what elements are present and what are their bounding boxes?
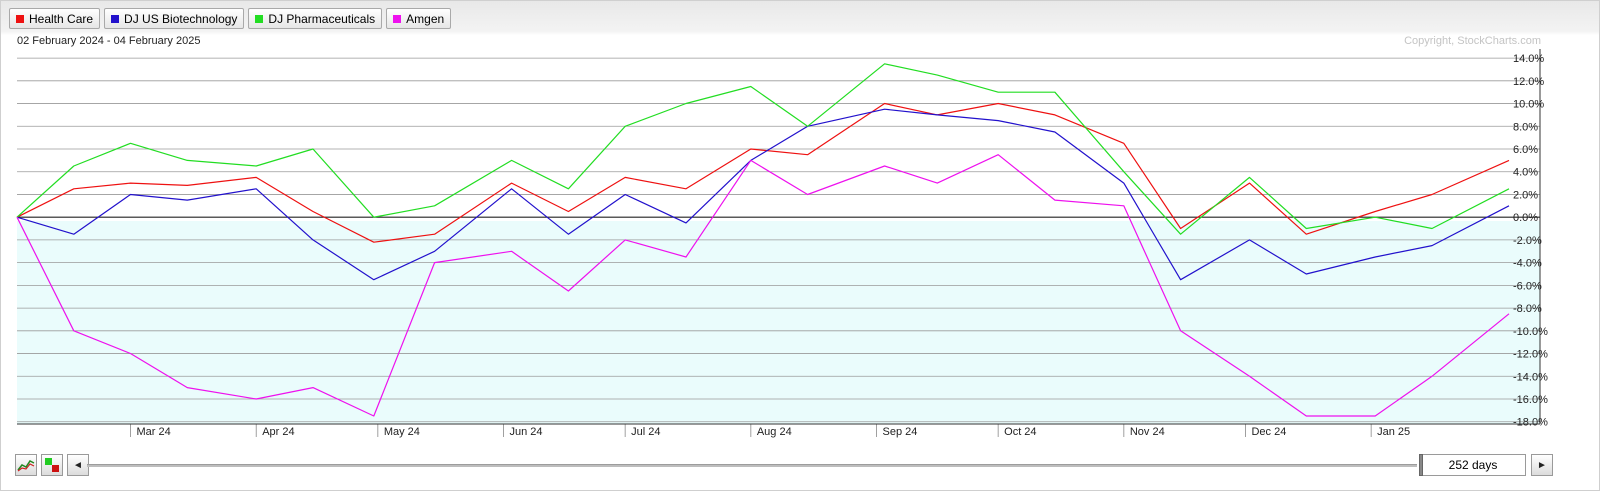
x-tick-label: Jun 24 — [510, 426, 543, 438]
series-lines — [16, 63, 1510, 417]
legend-dj-pharmaceuticals[interactable]: DJ Pharmaceuticals — [248, 8, 383, 29]
scroll-left-button[interactable]: ◄ — [67, 454, 89, 476]
y-tick-label: -12.0% — [1513, 349, 1548, 361]
legend-swatch — [16, 14, 24, 23]
x-tick-label: Oct 24 — [1004, 426, 1036, 438]
scroll-track[interactable] — [87, 464, 1417, 467]
series-line-health-care — [16, 102, 1510, 243]
line-chart-icon[interactable] — [15, 454, 37, 476]
legend-swatch — [393, 14, 402, 23]
range-input[interactable]: 252 days — [1420, 454, 1526, 476]
legend-label: Health Care — [29, 11, 94, 26]
y-tick-label: 0.0% — [1513, 212, 1538, 224]
plot-background-negative — [17, 221, 1540, 424]
legend-swatch — [255, 14, 264, 23]
series-line-amgen — [16, 154, 1510, 417]
y-tick-label: -18.0% — [1513, 417, 1548, 429]
x-tick-label: Jul 24 — [631, 426, 660, 438]
legend-amgen[interactable]: Amgen — [386, 8, 452, 29]
scroll-right-button[interactable]: ► — [1531, 454, 1553, 476]
y-tick-label: -10.0% — [1513, 326, 1548, 338]
x-tick-label: Jan 25 — [1377, 426, 1410, 438]
legend-health-care[interactable]: Health Care — [9, 8, 101, 29]
legend-dj-us-biotechnology[interactable]: DJ US Biotechnology — [104, 8, 245, 29]
color-toggle-icon[interactable] — [41, 454, 63, 476]
y-tick-label: 10.0% — [1513, 99, 1544, 111]
x-tick-label: Nov 24 — [1130, 426, 1165, 438]
x-tick-label: Dec 24 — [1251, 426, 1286, 438]
plot-background-positive — [17, 49, 1540, 221]
y-tick-label: 12.0% — [1513, 76, 1544, 88]
y-tick-label: -2.0% — [1513, 235, 1542, 247]
legend-label: Amgen — [406, 11, 445, 26]
y-tick-label: -16.0% — [1513, 394, 1548, 406]
y-tick-label: 8.0% — [1513, 121, 1538, 133]
y-tick-label: 4.0% — [1513, 167, 1538, 179]
axis-ticks: 14.0% 12.0% 10.0% 8.0% 6.0% 4.0% 2.0% 0.0% -2.0%… — [137, 53, 1549, 438]
y-tick-label: -4.0% — [1513, 258, 1542, 270]
y-tick-label: -8.0% — [1513, 303, 1542, 315]
x-tick-label: Apr 24 — [262, 426, 294, 438]
legend-swatch — [111, 14, 120, 23]
line-chart: 14.0% 12.0% 10.0% 8.0% 6.0% 4.0% 2.0% 0.0% -2.0%… — [16, 49, 1549, 438]
date-range: 02 February 2024 - 04 February 2025 — [17, 35, 201, 47]
y-tick-label: -6.0% — [1513, 280, 1542, 292]
x-tick-label: Aug 24 — [757, 426, 792, 438]
series-line-dj-pharmaceuticals — [16, 63, 1510, 235]
legend: Health Care DJ US Biotechnology DJ Pharm… — [9, 8, 452, 29]
range-scrollbar: ◄ 252 days ► — [15, 454, 1587, 478]
legend-label: DJ US Biotechnology — [124, 11, 238, 26]
x-tick-label: Mar 24 — [137, 426, 171, 438]
x-tick-label: May 24 — [384, 426, 420, 438]
y-tick-label: 6.0% — [1513, 144, 1538, 156]
copyright-text: Copyright, StockCharts.com — [1404, 35, 1541, 47]
grid — [17, 57, 1540, 437]
x-tick-label: Sep 24 — [883, 426, 918, 438]
y-tick-label: 14.0% — [1513, 53, 1544, 65]
range-handle[interactable] — [1419, 454, 1423, 476]
y-tick-label: -14.0% — [1513, 371, 1548, 383]
y-tick-label: 2.0% — [1513, 189, 1538, 201]
legend-label: DJ Pharmaceuticals — [268, 11, 376, 26]
